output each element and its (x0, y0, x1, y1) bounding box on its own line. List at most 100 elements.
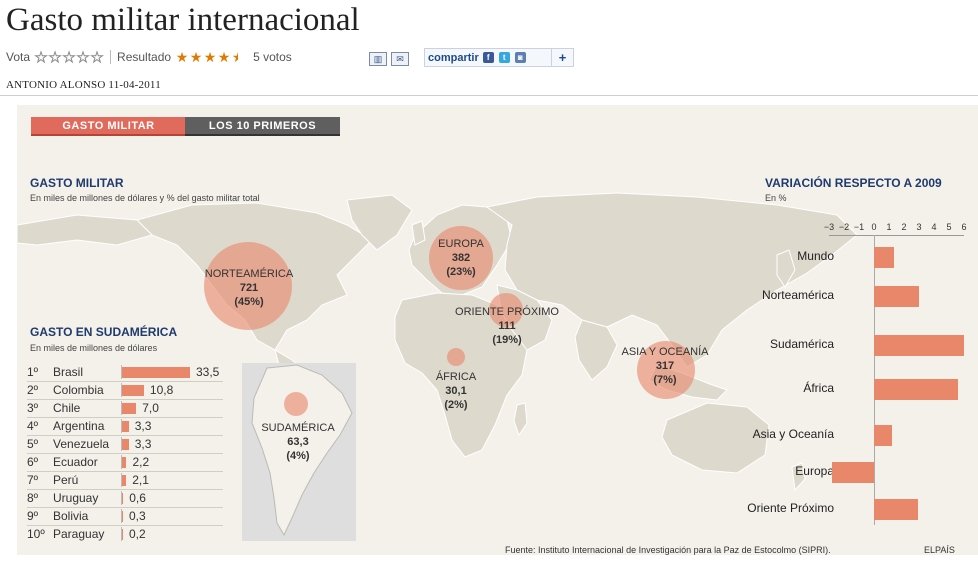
variation-bar (874, 247, 894, 268)
region-name: NORTEAMÉRICA (204, 268, 294, 280)
sa-bar-track: 0,2 (121, 527, 223, 541)
stats-icon[interactable]: ▥ (369, 52, 387, 66)
sa-bar-track: 0,6 (121, 491, 223, 505)
result-stars: ★ ★ ★ ★ ★ (175, 50, 245, 64)
category-label: África (803, 381, 834, 395)
sa-bar-track: 33,5 (121, 365, 223, 379)
sa-row: 8º Uruguay 0,6 (27, 489, 223, 507)
bookmark-icon[interactable]: ◙ (514, 52, 526, 63)
map-title: GASTO MILITAR (30, 176, 124, 190)
x-tick-label: 5 (946, 222, 952, 232)
region-name: ORIENTE PRÓXIMO (455, 306, 559, 318)
result-star-icon: ★ (203, 49, 217, 65)
australia-shape (661, 402, 770, 474)
sa-row-divider (27, 417, 223, 418)
email-icon[interactable]: ✉ (391, 52, 409, 66)
sa-rank: 10º (27, 527, 45, 541)
x-tick-label: 1 (886, 222, 892, 232)
vote-star-icon[interactable]: ★ (34, 49, 48, 65)
bubble-norteamerica (204, 242, 292, 330)
sa-country: Brasil (53, 365, 84, 379)
tab-gasto-militar[interactable]: GASTO MILITAR (31, 117, 186, 136)
sa-row-divider (27, 507, 223, 508)
region-percent: (7%) (653, 374, 677, 386)
sa-row: 7º Perú 2,1 (27, 471, 223, 489)
sa-rank: 6º (27, 455, 39, 469)
variation-bar (874, 286, 919, 307)
sa-bar (122, 421, 129, 432)
region-europa: EUROPA 382 (23%) (438, 237, 484, 279)
twitter-icon[interactable]: t (498, 52, 510, 63)
rating-row: Vota ★ ★ ★ ★ ★ Resultado ★ ★ ★ ★ ★ 5 vot… (6, 48, 292, 66)
sa-bar-track: 0,3 (121, 509, 223, 523)
result-star-icon: ★ (217, 49, 231, 65)
south-america-subtitle: En miles de millones de dólares (30, 343, 158, 353)
sa-row-divider (27, 471, 223, 472)
south-america-inset (242, 363, 356, 541)
tab-los-10-primeros[interactable]: LOS 10 PRIMEROS (185, 117, 340, 136)
article-title: Gasto militar internacional (6, 2, 360, 38)
sa-bar (122, 493, 124, 504)
sa-bar-track: 2,1 (121, 473, 223, 487)
x-axis-line (829, 235, 964, 236)
sa-country: Uruguay (53, 491, 99, 505)
region-name: SUDAMÉRICA (261, 422, 335, 434)
south-america-title: GASTO EN SUDAMÉRICA (30, 325, 178, 339)
region-oriente-proximo: ORIENTE PRÓXIMO 111 (19%) (455, 305, 559, 347)
sa-country: Ecuador (53, 455, 98, 469)
region-percent: (23%) (446, 266, 476, 278)
x-tick-label: −3 (823, 222, 835, 232)
new-zealand-shape (791, 462, 806, 492)
variation-bar (874, 379, 958, 400)
sa-country: Perú (53, 473, 79, 487)
sa-rank: 5º (27, 437, 39, 451)
sa-value: 33,5 (196, 365, 220, 379)
share-more-button[interactable]: + (551, 49, 573, 66)
share-bar: compartir f t ◙ + (424, 48, 574, 67)
region-norteamerica: NORTEAMÉRICA 721 (45%) (205, 267, 293, 309)
x-tick-label: 6 (961, 222, 967, 232)
greenland-shape (346, 194, 413, 251)
region-name: ASIA Y OCEANÍA (621, 346, 709, 358)
sa-row-divider (27, 435, 223, 436)
region-name: ÁFRICA (435, 371, 477, 383)
x-tick-label: 0 (871, 222, 877, 232)
bubble-asia-oceania (637, 341, 695, 399)
sa-rank: 4º (27, 419, 39, 433)
result-star-half-icon: ★ (231, 49, 245, 65)
sa-rank: 3º (27, 401, 39, 415)
sa-country: Bolivia (53, 509, 89, 523)
source-note: Fuente: Instituto Internacional de Inves… (505, 545, 831, 555)
vote-star-icon[interactable]: ★ (90, 49, 104, 65)
sa-row: 9º Bolivia 0,3 (27, 507, 223, 525)
sa-bar-track: 10,8 (121, 383, 223, 397)
sa-country: Chile (53, 401, 81, 415)
sa-bar (122, 457, 127, 468)
divider (0, 95, 978, 96)
bubble-sudamerica (284, 392, 308, 416)
vote-stars[interactable]: ★ ★ ★ ★ ★ (34, 49, 104, 65)
region-value: 30,1 (445, 385, 467, 397)
facebook-icon[interactable]: f (482, 52, 494, 63)
sa-row-divider (27, 453, 223, 454)
japan-shape (776, 249, 796, 288)
sa-row-divider (27, 489, 223, 490)
x-tick-label: −1 (853, 222, 865, 232)
result-label: Resultado (117, 50, 172, 64)
category-label: Sudamérica (769, 337, 834, 351)
sa-bar (122, 385, 144, 396)
vote-star-icon[interactable]: ★ (48, 49, 62, 65)
vote-star-icon[interactable]: ★ (76, 49, 90, 65)
vote-star-icon[interactable]: ★ (62, 49, 76, 65)
vote-label: Vota (6, 50, 31, 64)
sa-row: 5º Venezuela 3,3 (27, 435, 223, 453)
india-shape (574, 319, 618, 381)
category-label: Norteamérica (761, 288, 834, 302)
sa-bar (122, 403, 137, 414)
share-label[interactable]: compartir (428, 51, 479, 64)
sa-row: 6º Ecuador 2,2 (27, 453, 223, 471)
sa-row-divider (27, 381, 223, 382)
sa-value: 3,3 (134, 419, 152, 433)
sa-row: 1º Brasil 33,5 (27, 363, 223, 381)
sa-bar (122, 529, 123, 540)
